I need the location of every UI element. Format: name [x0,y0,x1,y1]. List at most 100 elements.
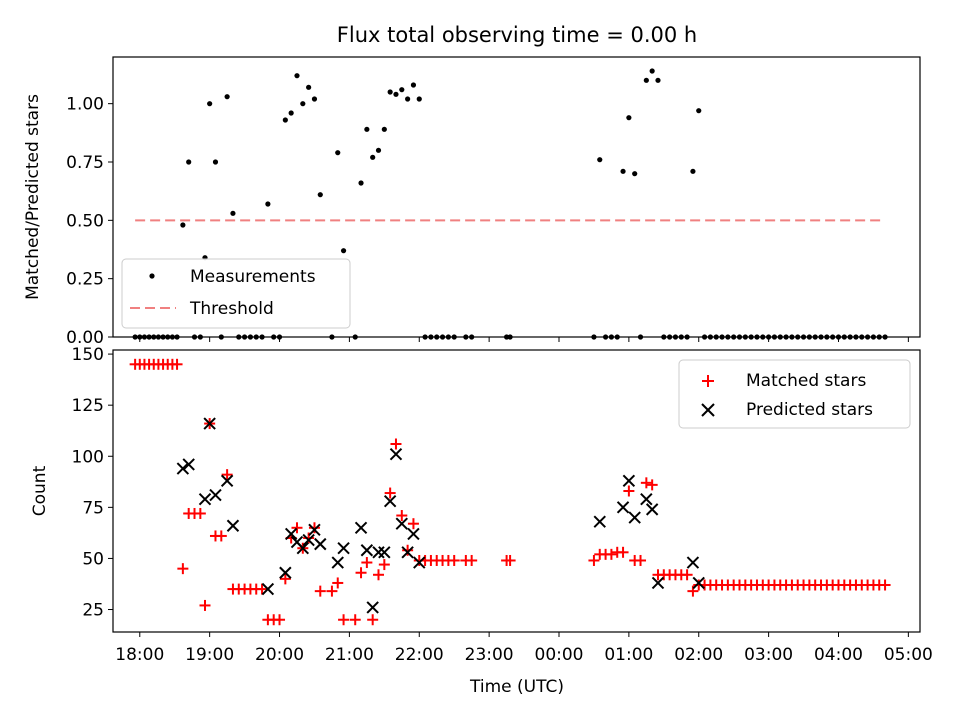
predicted-star-point [395,517,409,530]
top-y-axis-label: Matched/Predicted stars [23,94,43,300]
measurement-point [399,87,405,93]
measurement-point [311,96,318,102]
matched-star-point [407,518,419,530]
predicted-star-point [378,546,391,559]
matched-star-point [402,544,414,556]
matched-star-point [274,614,286,626]
predicted-star-point [279,566,292,579]
matched-star-point [338,614,350,626]
predicted-star-point [209,488,222,502]
predicted-star-point [354,521,368,534]
bottom-y-tick-label: 25 [82,601,104,621]
measurement-point [597,157,603,163]
predicted-star-point [203,417,216,430]
bottom-y-tick-label: 75 [82,498,104,518]
measurement-point [690,168,696,174]
measurement-point [364,126,370,132]
bottom-x-axis: 18:00 19:00 20:00 21:00 22:00 23:00 00:00 01:00… [115,632,933,665]
measurement-point [230,210,236,216]
matched-star-point [199,599,211,611]
measurement-point [300,101,306,107]
bottom-x-tick-label: 00:00 [535,645,584,665]
matched-star-point [194,507,206,519]
measurement-point [381,126,387,132]
measurement-point [265,201,271,207]
predicted-star-point [372,546,385,559]
predicted-star-point [198,492,212,506]
measurement-point [358,180,364,186]
bottom-x-tick-label: 22:00 [395,645,444,665]
bottom-x-tick-label: 02:00 [674,645,723,665]
measurement-point [180,222,186,228]
legend-threshold-label: Threshold [189,299,274,319]
predicted-star-point [413,556,426,569]
matched-star-point [640,477,652,489]
top-y-tick-label: 0.50 [66,211,104,231]
predicted-star-point [622,474,636,487]
bottom-legend-frame [678,359,911,429]
matched-star-point [367,614,379,626]
legend-matched-marker [702,375,714,387]
matched-star-point [378,559,390,571]
matched-star-point [332,577,344,589]
bottom-x-tick-label: 20:00 [255,645,304,665]
predicted-star-point [651,576,665,590]
matched-star-point [221,469,233,481]
bottom-y-axis-label: Count [30,465,50,516]
matched-star-point [687,585,699,597]
bottom-x-tick-label: 01:00 [604,645,653,665]
top-y-tick-label: 0.25 [66,270,104,290]
measurement-point [335,150,341,156]
legend-predicted-label: Predicted stars [746,400,873,420]
bottom-x-tick-label: 19:00 [185,645,234,665]
measurement-point [306,84,312,90]
matched-star-point [605,548,617,560]
predicted-star-point [261,582,275,596]
bottom-axes-frame [112,349,921,633]
matched-star-point [646,479,658,491]
matched-star-point [373,569,385,581]
measurement-point [317,192,323,198]
legend-predicted-marker [701,403,715,417]
measurement-point [212,159,219,165]
bottom-x-tick-label: 21:00 [325,645,374,665]
bottom-panel: 25 50 75 100 125 150 18:00 19:00 20:00 21:00 22:0… [30,345,933,697]
predicted-star-point [226,519,240,532]
matched-star-point [384,487,396,499]
predicted-star-point [593,515,606,528]
matched-star-point [326,585,338,597]
matched-star-point [256,583,268,595]
measurement-point [643,77,649,83]
matched-star-point [466,554,478,566]
matched-star-point [588,554,600,566]
predicted-star-point [314,537,327,551]
matched-star-point [396,510,408,522]
matched-star-point [390,438,402,450]
matched-star-point [617,546,629,558]
predicted-star-point [407,527,420,541]
measurement-point [655,77,661,83]
matched-star-point [879,579,891,591]
measurement-point [626,115,632,121]
bottom-x-tick-label: 04:00 [814,645,863,665]
measurement-point [416,96,422,102]
measurement-point [224,94,230,100]
matched-star-point [623,485,635,497]
top-y-tick-label: 1.00 [66,95,104,115]
measurement-point [288,110,294,116]
matched-star-point [681,569,693,581]
matched-star-point [303,532,315,544]
measurement-point [387,89,393,95]
predicted-star-point [686,556,700,569]
chart-title: Flux total observing time = 0.00 h [337,23,697,47]
bottom-y-tick-label: 50 [82,549,104,569]
predicted-star-point [284,527,298,541]
x-axis-label: Time (UTC) [469,677,564,697]
matched-star-point [171,358,183,370]
matched-star-point [314,585,326,597]
bottom-plot-area [129,358,891,626]
predicted-star-point [337,542,350,555]
predicted-star-point [616,501,630,514]
matched-star-point [635,554,647,566]
